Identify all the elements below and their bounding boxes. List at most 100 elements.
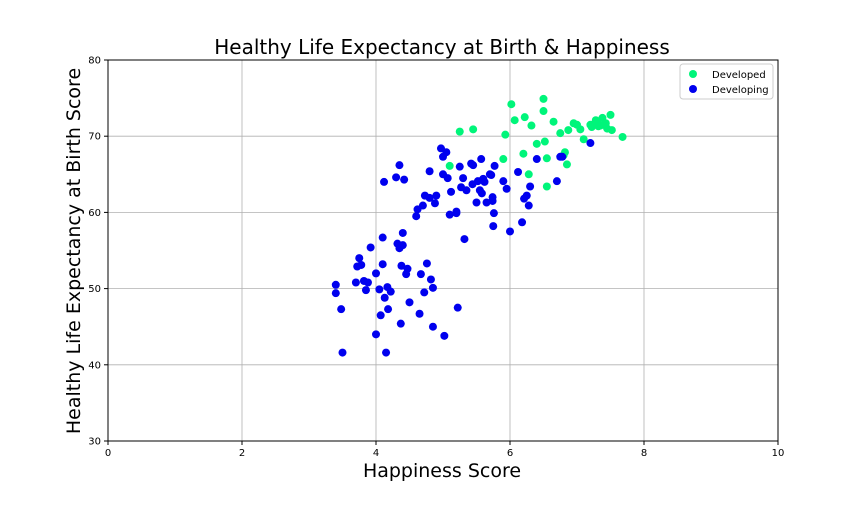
point-developed xyxy=(519,149,528,158)
point-developed xyxy=(587,123,596,132)
y-tick-label: 40 xyxy=(88,360,101,371)
x-tick-label: 6 xyxy=(507,448,513,459)
point-developing xyxy=(442,148,451,157)
point-developing xyxy=(480,177,489,186)
y-tick-label: 60 xyxy=(88,208,101,219)
legend-marker-developing xyxy=(689,85,697,93)
point-developing xyxy=(366,243,375,252)
point-developing xyxy=(380,177,389,186)
point-developed xyxy=(539,107,548,116)
point-developing xyxy=(526,182,535,191)
point-developing xyxy=(532,155,541,164)
point-developing xyxy=(392,173,401,182)
point-developing xyxy=(430,199,439,208)
point-developing xyxy=(489,222,498,231)
point-developing xyxy=(331,280,340,289)
x-tick-label: 4 xyxy=(373,448,379,459)
point-developing xyxy=(416,270,425,279)
point-developed xyxy=(618,132,627,141)
legend-box xyxy=(679,63,774,100)
point-developed xyxy=(549,117,558,126)
point-developing xyxy=(499,177,508,186)
point-developing xyxy=(396,319,405,328)
point-developed xyxy=(445,161,454,170)
point-developed xyxy=(556,129,565,138)
point-developed xyxy=(499,155,508,164)
point-developed xyxy=(455,127,464,136)
point-developing xyxy=(428,283,437,292)
point-developed xyxy=(539,94,548,103)
point-developed xyxy=(510,116,519,125)
point-developing xyxy=(420,288,429,297)
point-developing xyxy=(398,241,407,250)
point-developing xyxy=(459,174,468,183)
x-tick-label: 0 xyxy=(105,448,111,459)
point-developing xyxy=(355,254,364,263)
point-developed xyxy=(607,126,616,135)
point-developing xyxy=(552,177,561,186)
x-tick-label: 10 xyxy=(772,448,785,459)
point-developed xyxy=(532,139,541,148)
point-developed xyxy=(507,100,516,109)
chart-title: Healthy Life Expectancy at Birth & Happi… xyxy=(214,35,670,59)
point-developed xyxy=(524,170,533,179)
point-developing xyxy=(425,167,434,176)
point-developing xyxy=(472,198,481,207)
point-developing xyxy=(386,287,395,296)
point-developing xyxy=(426,275,435,284)
point-developed xyxy=(542,154,551,163)
point-developing xyxy=(422,259,431,268)
point-developing xyxy=(378,233,387,242)
point-developing xyxy=(403,264,412,273)
point-developed xyxy=(564,126,573,135)
point-developed xyxy=(501,130,510,139)
point-developing xyxy=(445,210,454,219)
point-developing xyxy=(380,293,389,302)
point-developing xyxy=(477,155,486,164)
point-developing xyxy=(382,348,391,357)
y-tick-label: 70 xyxy=(88,132,101,143)
point-developing xyxy=(357,260,366,269)
point-developing xyxy=(489,209,498,218)
point-developing xyxy=(384,305,393,314)
legend-label-developing: Developing xyxy=(712,85,769,96)
point-developing xyxy=(482,198,491,207)
point-developing xyxy=(558,152,567,161)
point-developing xyxy=(514,168,523,177)
point-developing xyxy=(361,286,370,295)
point-developing xyxy=(440,331,449,340)
point-developing xyxy=(331,289,340,298)
point-developing xyxy=(477,189,486,198)
point-developing xyxy=(418,201,427,210)
point-developing xyxy=(405,298,414,307)
point-developing xyxy=(363,278,372,287)
y-tick-label: 30 xyxy=(88,437,101,448)
point-developing xyxy=(337,305,346,314)
point-developing xyxy=(338,348,347,357)
y-tick-label: 50 xyxy=(88,284,101,295)
point-developing xyxy=(428,322,437,331)
point-developed xyxy=(527,121,536,130)
x-axis-label: Happiness Score xyxy=(363,460,521,482)
point-developed xyxy=(576,125,585,134)
point-developed xyxy=(540,137,549,146)
point-developing xyxy=(415,309,424,318)
point-developing xyxy=(469,161,478,170)
point-developing xyxy=(460,235,469,244)
point-developing xyxy=(490,161,499,170)
point-developed xyxy=(542,182,551,191)
point-developing xyxy=(453,303,462,312)
point-developing xyxy=(397,261,406,270)
point-developing xyxy=(506,227,514,236)
point-developed xyxy=(469,125,478,134)
point-developing xyxy=(452,209,461,218)
x-tick-label: 8 xyxy=(641,448,647,459)
point-developing xyxy=(488,196,497,205)
point-developing xyxy=(351,278,360,287)
legend: Developed Developing xyxy=(679,63,774,100)
legend-marker-developed xyxy=(689,70,697,78)
point-developing xyxy=(412,212,421,221)
point-developed xyxy=(520,113,529,122)
point-developing xyxy=(502,184,511,193)
